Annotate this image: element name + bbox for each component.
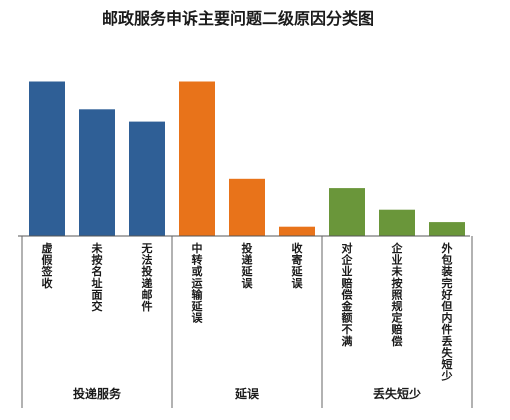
- chart-title: 邮政服务申诉主要问题二级原因分类图: [102, 9, 374, 28]
- bar-7: [329, 188, 365, 236]
- bar-1: [29, 81, 65, 236]
- category-label-8: 企业未按照规定赔偿: [391, 241, 404, 348]
- category-labels: 虚假签收 未按名址面交 无法投递邮件 中转或运输延误 投递延误 收寄延误 对企业赔偿金额不满…: [41, 241, 454, 383]
- bar-8: [379, 209, 415, 236]
- bars-layer: [29, 81, 465, 236]
- category-label-3: 无法投递邮件: [141, 242, 153, 313]
- bar-3: [129, 121, 165, 236]
- bar-5: [229, 178, 265, 236]
- category-label-9: 外包装完好但内件丢失短少: [441, 241, 454, 383]
- category-label-5: 投递延误: [241, 241, 254, 290]
- category-label-2: 未按名址面交: [91, 241, 104, 313]
- bar-2: [79, 109, 115, 236]
- bar-9: [429, 222, 465, 236]
- group-label-2: 延误: [234, 386, 260, 401]
- category-label-6: 收寄延误: [291, 241, 304, 290]
- group-label-3: 丢失短少: [373, 386, 421, 401]
- group-label-1: 投递服务: [73, 386, 122, 401]
- category-label-4: 中转或运输延误: [191, 241, 204, 325]
- bar-4: [179, 81, 215, 236]
- group-separators: [21, 236, 473, 408]
- group-labels: 投递服务 延误 丢失短少: [73, 386, 421, 401]
- category-label-7: 对企业赔偿金额不满: [341, 241, 354, 348]
- bar-6: [279, 226, 315, 236]
- category-label-1: 虚假签收: [41, 241, 54, 290]
